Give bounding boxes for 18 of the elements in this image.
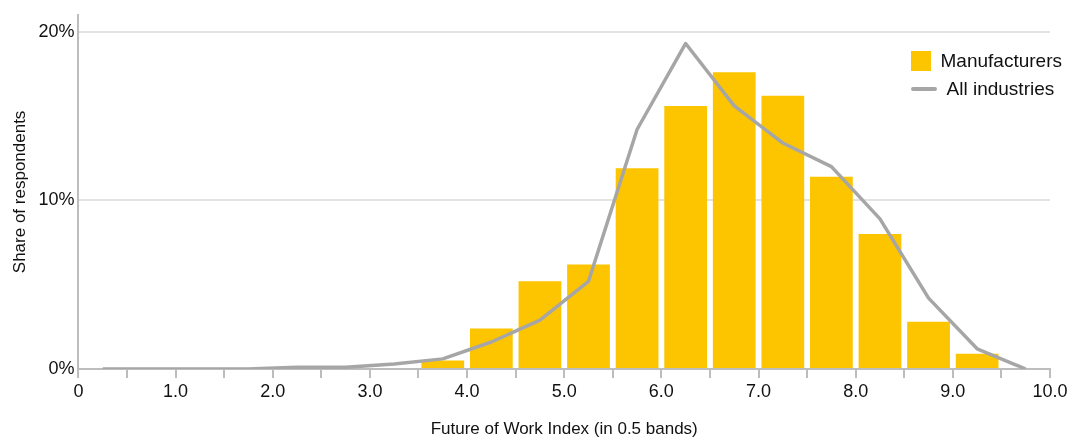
legend-label: All industries [946,78,1055,100]
legend-label: Manufacturers [940,50,1062,72]
x-axis-title: Future of Work Index (in 0.5 bands) [430,419,698,439]
y-axis-title: Share of respondents [9,110,29,274]
x-tick-label: 4.0 [454,380,480,401]
x-tick-label: 10.0 [1032,380,1068,401]
y-tick-label: 0% [48,357,75,378]
y-tick-label: 20% [38,20,75,41]
x-tick-label: 0 [73,380,84,401]
x-tick-label: 2.0 [260,380,286,401]
x-tick-label: 3.0 [357,380,383,401]
x-tick-label: 9.0 [940,380,966,401]
x-tick-label: 5.0 [551,380,577,401]
y-tick-label: 10% [38,189,75,210]
x-tick-label: 1.0 [163,380,189,401]
x-tick-label: 6.0 [648,380,674,401]
x-tick-label: 8.0 [843,380,869,401]
x-tick-label: 7.0 [746,380,772,401]
